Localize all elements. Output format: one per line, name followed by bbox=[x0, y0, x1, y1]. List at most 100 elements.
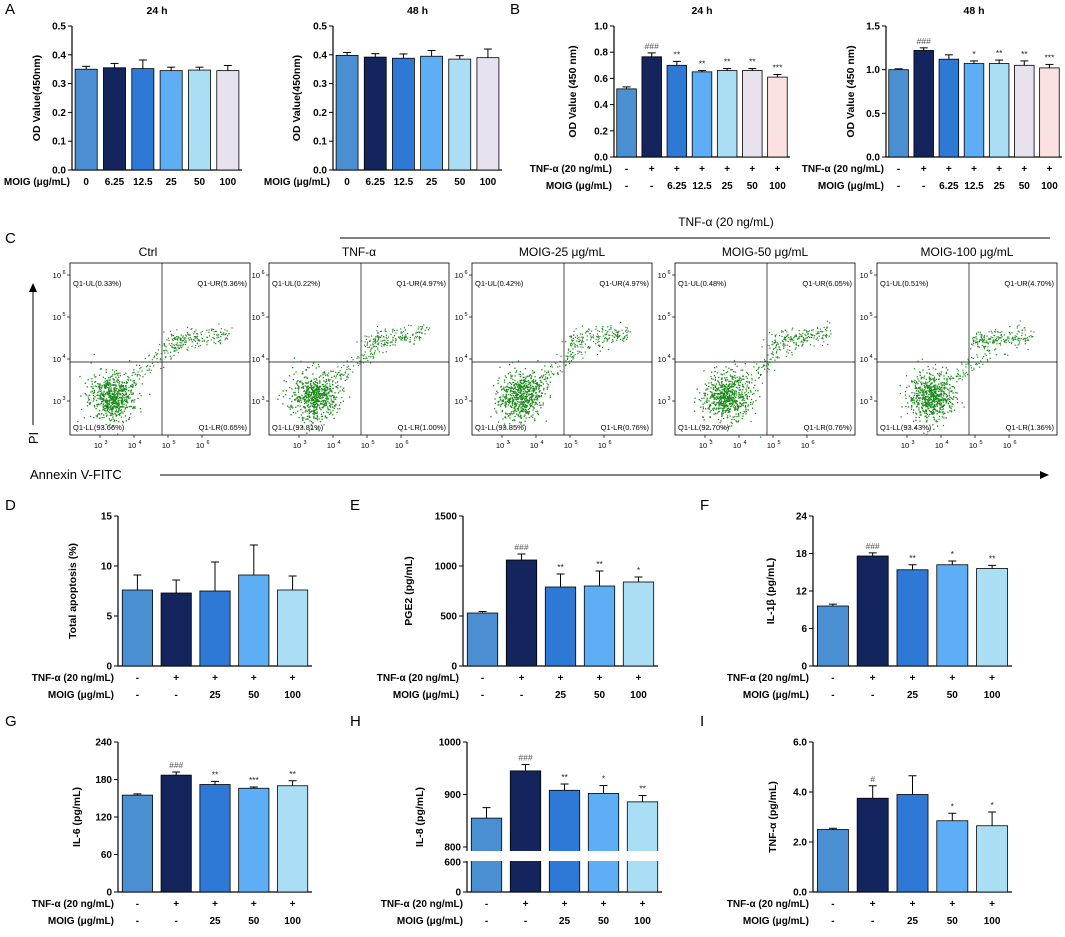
event-dot bbox=[777, 356, 779, 358]
event-dot bbox=[932, 403, 934, 405]
event-dot bbox=[546, 388, 548, 390]
event-dot bbox=[529, 404, 531, 406]
event-dot bbox=[1026, 339, 1028, 341]
event-dot bbox=[85, 394, 87, 396]
event-dot bbox=[963, 406, 965, 408]
event-dot bbox=[818, 331, 820, 333]
x-tick-exponent: 5 bbox=[574, 440, 577, 446]
event-dot bbox=[311, 396, 314, 398]
event-dot bbox=[742, 383, 744, 385]
event-dot bbox=[721, 374, 723, 376]
event-dot bbox=[305, 409, 307, 411]
event-dot bbox=[319, 386, 321, 388]
event-dot bbox=[177, 352, 179, 354]
event-dot bbox=[919, 371, 921, 373]
event-dot bbox=[86, 405, 89, 407]
event-dot bbox=[935, 396, 937, 399]
event-dot bbox=[404, 336, 406, 338]
event-dot bbox=[574, 346, 576, 348]
event-dot bbox=[515, 388, 517, 391]
event-dot bbox=[822, 335, 824, 337]
event-dot bbox=[313, 409, 315, 412]
event-dot bbox=[1008, 340, 1010, 342]
event-dot bbox=[934, 385, 936, 387]
event-dot bbox=[933, 378, 935, 380]
event-dot bbox=[786, 344, 788, 346]
event-dot bbox=[936, 393, 939, 396]
event-dot bbox=[709, 411, 711, 413]
panel-letter-h: H bbox=[350, 713, 361, 730]
event-dot bbox=[926, 385, 929, 387]
event-dot bbox=[101, 400, 103, 403]
event-dot bbox=[325, 395, 327, 397]
event-dot bbox=[768, 345, 770, 347]
event-dot bbox=[616, 335, 618, 337]
event-dot bbox=[940, 402, 943, 404]
event-dot bbox=[938, 398, 940, 400]
event-dot bbox=[941, 398, 943, 401]
event-dot bbox=[925, 397, 927, 399]
quadrant-ur-label: Q1-UR(4.97%) bbox=[396, 279, 446, 288]
event-dot bbox=[529, 382, 531, 384]
event-dot bbox=[905, 375, 908, 377]
event-dot bbox=[163, 343, 165, 345]
event-dot bbox=[109, 419, 111, 422]
event-dot bbox=[546, 387, 548, 389]
event-dot bbox=[522, 393, 524, 395]
event-dot bbox=[976, 341, 978, 344]
event-dot bbox=[738, 378, 740, 380]
event-dot bbox=[937, 399, 939, 401]
event-dot bbox=[729, 415, 731, 417]
event-dot bbox=[358, 357, 360, 359]
event-dot bbox=[538, 386, 540, 388]
event-dot bbox=[729, 374, 731, 376]
event-dot bbox=[729, 425, 731, 427]
event-dot bbox=[496, 390, 498, 392]
event-dot bbox=[798, 345, 800, 347]
event-dot bbox=[573, 334, 575, 336]
event-dot bbox=[105, 401, 107, 404]
event-dot bbox=[728, 409, 730, 411]
event-dot bbox=[516, 413, 518, 415]
event-dot bbox=[216, 335, 218, 337]
y-tick-label: 0.8 bbox=[594, 48, 608, 59]
event-dot bbox=[376, 330, 378, 332]
event-dot bbox=[585, 331, 588, 333]
event-dot bbox=[373, 345, 375, 347]
x-tick-exponent: 3 bbox=[709, 440, 712, 446]
y-tick-label: 10 bbox=[53, 355, 61, 364]
event-dot bbox=[572, 343, 574, 345]
event-dot bbox=[757, 371, 759, 373]
event-dot bbox=[799, 335, 801, 337]
event-dot bbox=[522, 391, 524, 393]
event-dot bbox=[510, 389, 512, 392]
event-dot bbox=[105, 410, 107, 412]
event-dot bbox=[916, 376, 918, 378]
event-dot bbox=[1000, 340, 1002, 342]
event-dot bbox=[306, 386, 308, 388]
event-dot bbox=[703, 392, 705, 395]
event-dot bbox=[98, 383, 100, 385]
event-dot bbox=[303, 421, 306, 424]
event-dot bbox=[374, 352, 376, 354]
event-dot bbox=[768, 361, 770, 363]
event-dot bbox=[117, 372, 119, 374]
event-dot bbox=[928, 388, 931, 390]
event-dot bbox=[525, 394, 528, 396]
event-dot bbox=[748, 382, 751, 384]
event-dot bbox=[915, 398, 917, 400]
event-dot bbox=[322, 374, 324, 376]
event-dot bbox=[519, 385, 521, 387]
event-dot bbox=[713, 413, 715, 415]
event-dot bbox=[527, 400, 529, 403]
event-dot bbox=[118, 403, 120, 406]
event-dot bbox=[737, 420, 740, 422]
event-dot bbox=[95, 415, 97, 417]
event-dot bbox=[215, 330, 217, 333]
event-dot bbox=[715, 398, 718, 401]
event-dot bbox=[1014, 337, 1016, 339]
event-dot bbox=[318, 397, 321, 399]
event-dot bbox=[317, 387, 319, 389]
event-dot bbox=[310, 424, 312, 426]
event-dot bbox=[123, 373, 125, 376]
